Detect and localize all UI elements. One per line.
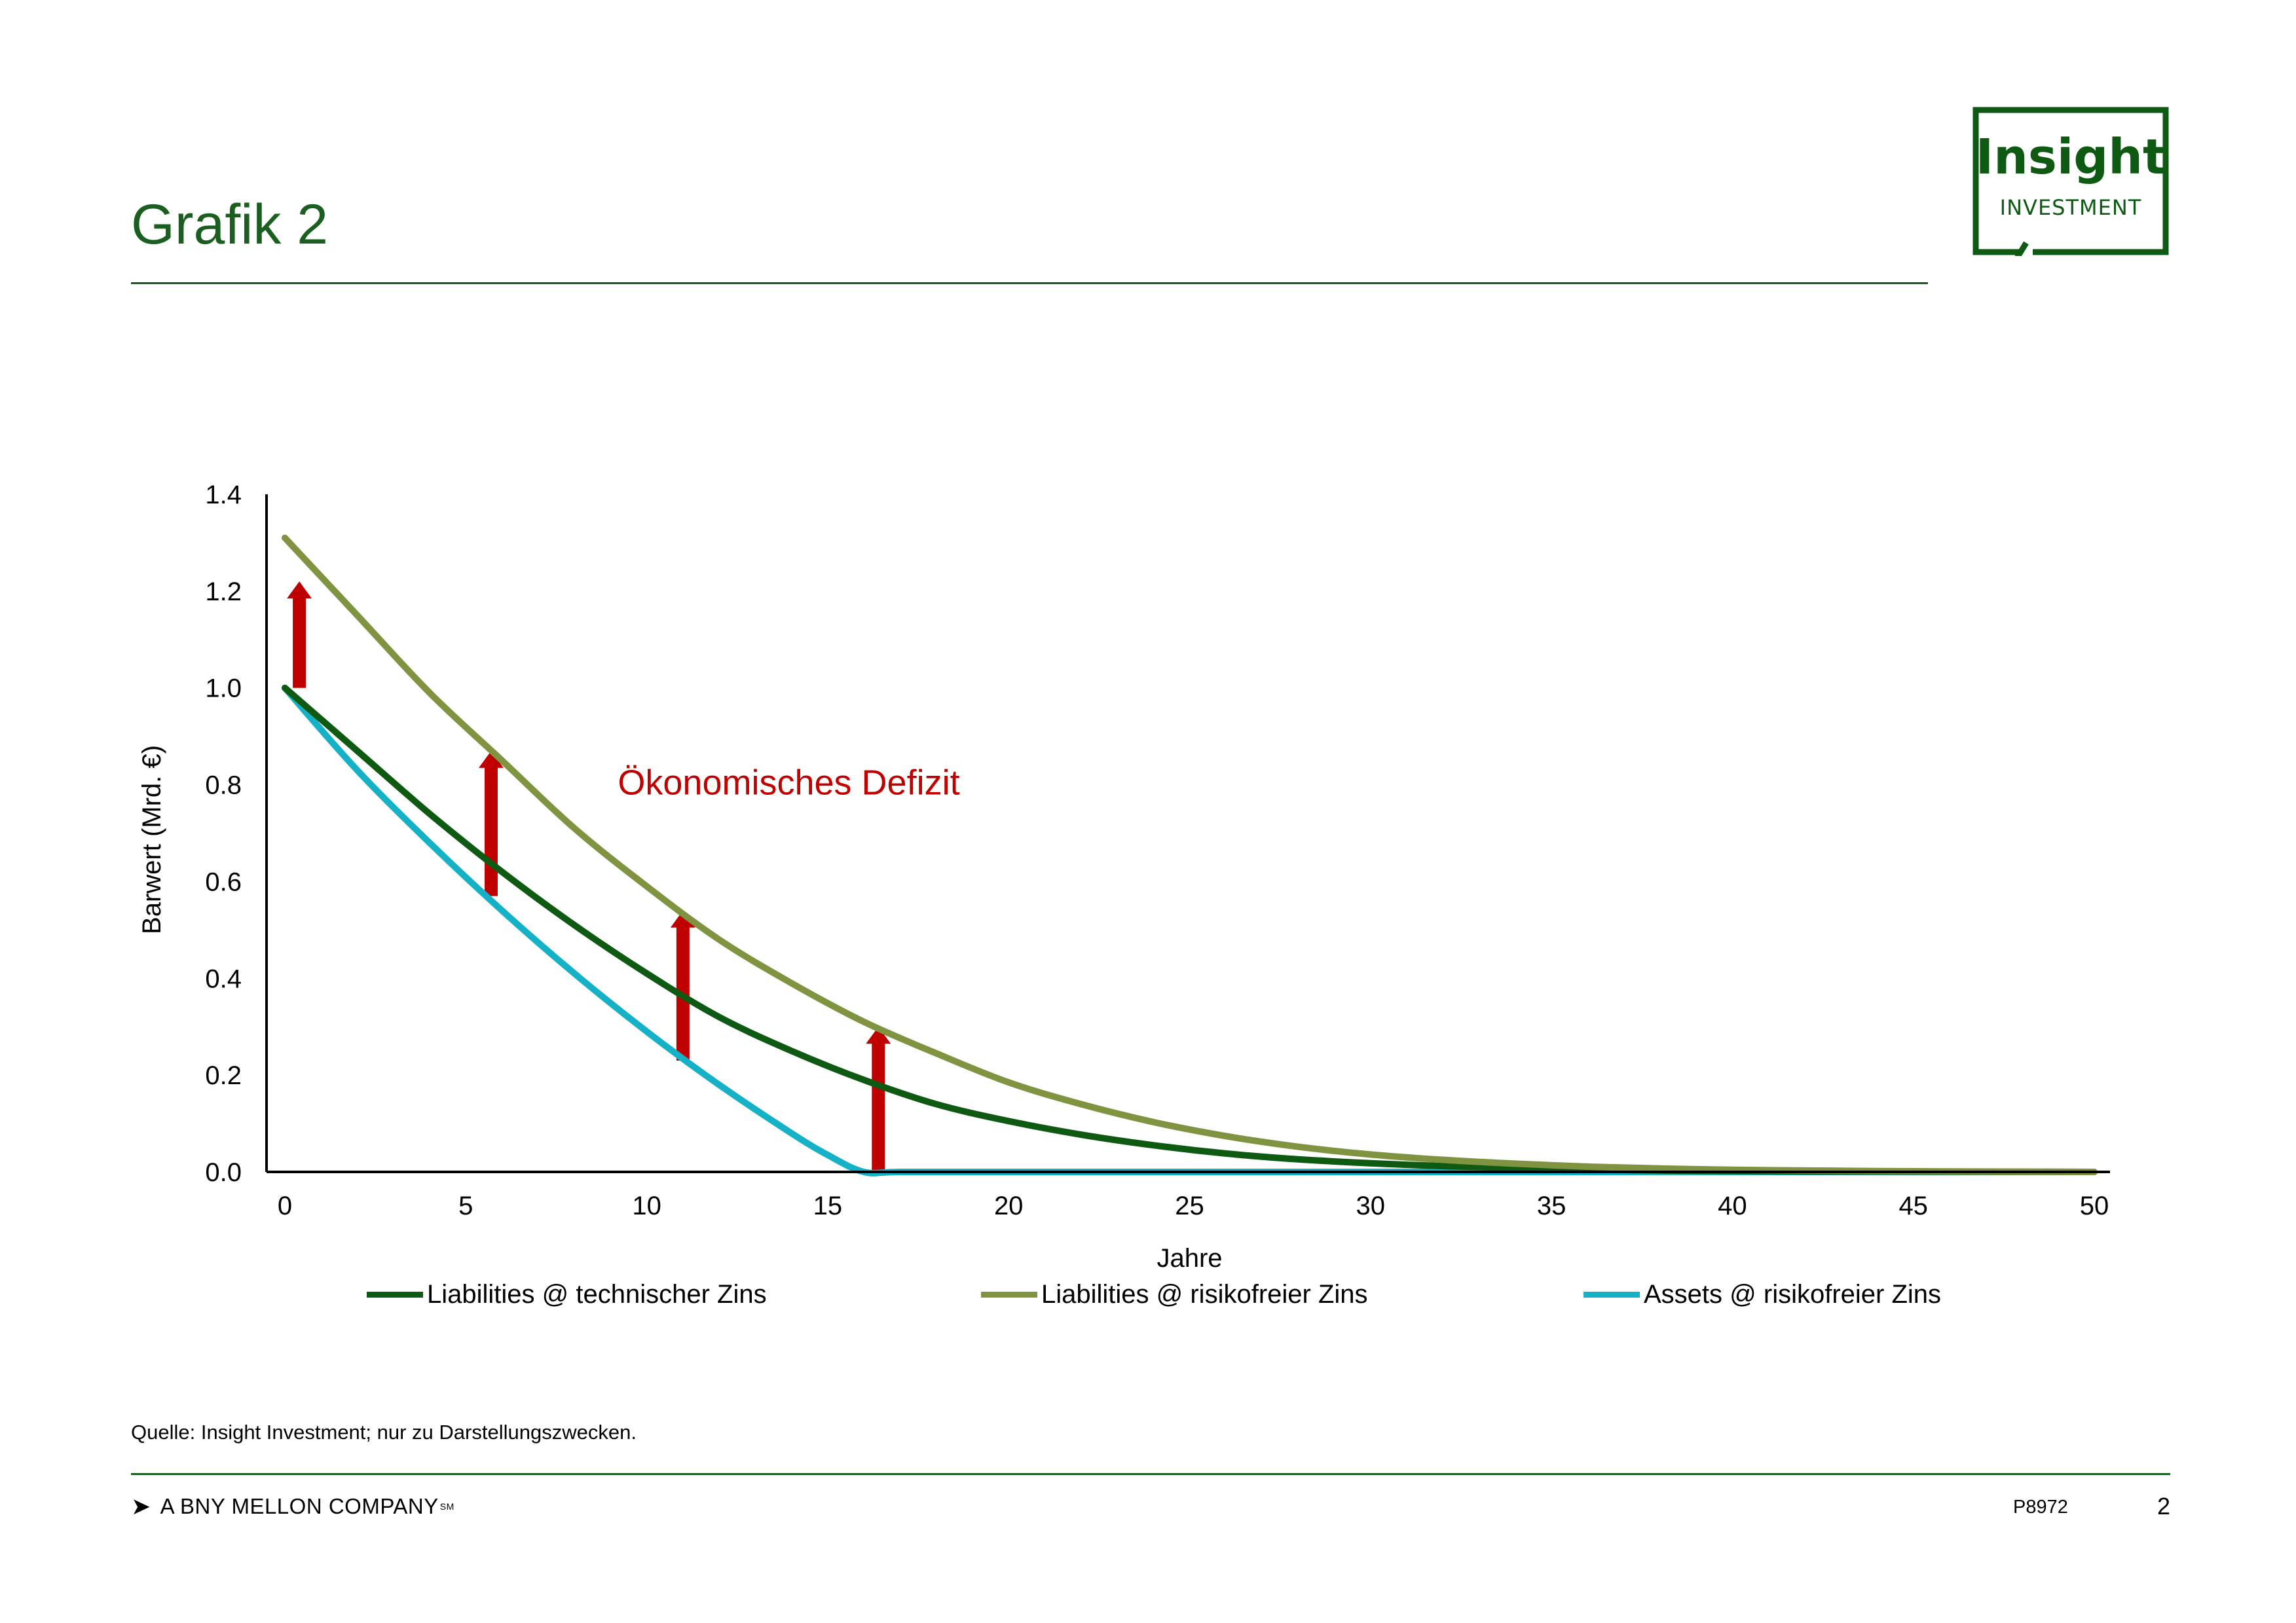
lines-layer — [282, 534, 2098, 1176]
y-tick-label: 1.0 — [205, 674, 242, 703]
y-tick-label: 0.4 — [205, 964, 242, 993]
arrow-icon: ➤ — [131, 1493, 151, 1520]
footer-company: ➤ A BNY MELLON COMPANY SM — [131, 1493, 454, 1520]
deficit-arrow — [866, 1027, 891, 1172]
legend-swatch — [1583, 1292, 1640, 1298]
deficit-arrow-head — [478, 750, 504, 768]
service-mark: SM — [439, 1501, 454, 1512]
x-axis-title: Jahre — [1157, 1244, 1222, 1273]
chart-legend: Liabilities @ technischer Zins Liabiliti… — [0, 1280, 2296, 1319]
axes-layer — [265, 494, 2110, 1173]
x-tick-label: 20 — [994, 1192, 1024, 1220]
legend-label: Liabilities @ risikofreier Zins — [1041, 1280, 1368, 1309]
deficit-arrow-shaft — [484, 766, 498, 896]
deficit-arrow-head — [670, 910, 695, 928]
y-tick-label: 1.2 — [205, 577, 242, 606]
series-line-0 — [282, 684, 2098, 1175]
legend-swatch — [981, 1292, 1037, 1298]
y-tick-label: 0.2 — [205, 1061, 242, 1090]
deficit-arrow-head — [287, 581, 312, 599]
x-tick-label: 40 — [1718, 1192, 1747, 1220]
x-tick-label: 25 — [1175, 1192, 1204, 1220]
page-number: 2 — [2157, 1493, 2171, 1520]
x-tick-label: 50 — [2080, 1192, 2109, 1220]
legend-swatch — [367, 1292, 423, 1298]
y-tick-label: 0.6 — [205, 867, 242, 896]
y-tick-label: 1.4 — [205, 481, 242, 509]
deficit-arrow-shaft — [293, 597, 306, 688]
header-divider — [131, 282, 1928, 284]
legend-label: Liabilities @ technischer Zins — [427, 1280, 767, 1309]
page-title: Grafik 2 — [131, 193, 329, 256]
insight-investment-logo: Insight INVESTMENT — [1972, 107, 2169, 256]
ticks-layer: 0 5 10 15 20 25 30 35 40 45 50 0.0 0.2 0.4 0.6 0.8 1.0 1.… — [205, 481, 2109, 1220]
series-line-2 — [282, 684, 2098, 1176]
x-tick-label: 35 — [1537, 1192, 1566, 1220]
series-line-1 — [282, 534, 2098, 1175]
legend-label: Assets @ risikofreier Zins — [1644, 1280, 1942, 1309]
x-tick-label: 10 — [632, 1192, 661, 1220]
x-tick-label: 45 — [1898, 1192, 1928, 1220]
deficit-arrow — [287, 581, 312, 688]
logo-investment-text: INVESTMENT — [2000, 195, 2142, 220]
legend-item: Liabilities @ technischer Zins — [367, 1280, 767, 1309]
document-code: P8972 — [2013, 1497, 2068, 1518]
deficit-arrow-shaft — [872, 1042, 885, 1172]
deficit-arrow — [670, 910, 695, 1061]
y-tick-label: 0.0 — [205, 1158, 242, 1187]
x-tick-label: 5 — [458, 1192, 473, 1220]
x-tick-label: 0 — [278, 1192, 292, 1220]
legend-item: Liabilities @ risikofreier Zins — [981, 1280, 1368, 1309]
arrows-layer — [287, 581, 891, 1172]
legend-item: Assets @ risikofreier Zins — [1583, 1280, 1941, 1309]
x-tick-label: 30 — [1356, 1192, 1386, 1220]
annotation-oekonomisches-defizit: Ökonomisches Defizit — [618, 763, 959, 802]
logo-insight-text: Insight — [1976, 129, 2166, 185]
footer-divider — [131, 1473, 2170, 1475]
x-tick-label: 15 — [813, 1192, 843, 1220]
source-note: Quelle: Insight Investment; nur zu Darst… — [131, 1421, 637, 1444]
company-name: A BNY MELLON COMPANY — [160, 1494, 439, 1518]
y-tick-label: 0.8 — [205, 771, 242, 800]
y-axis-title: Barwert (Mrd. €) — [138, 745, 166, 934]
deficit-arrow-head — [866, 1027, 891, 1044]
